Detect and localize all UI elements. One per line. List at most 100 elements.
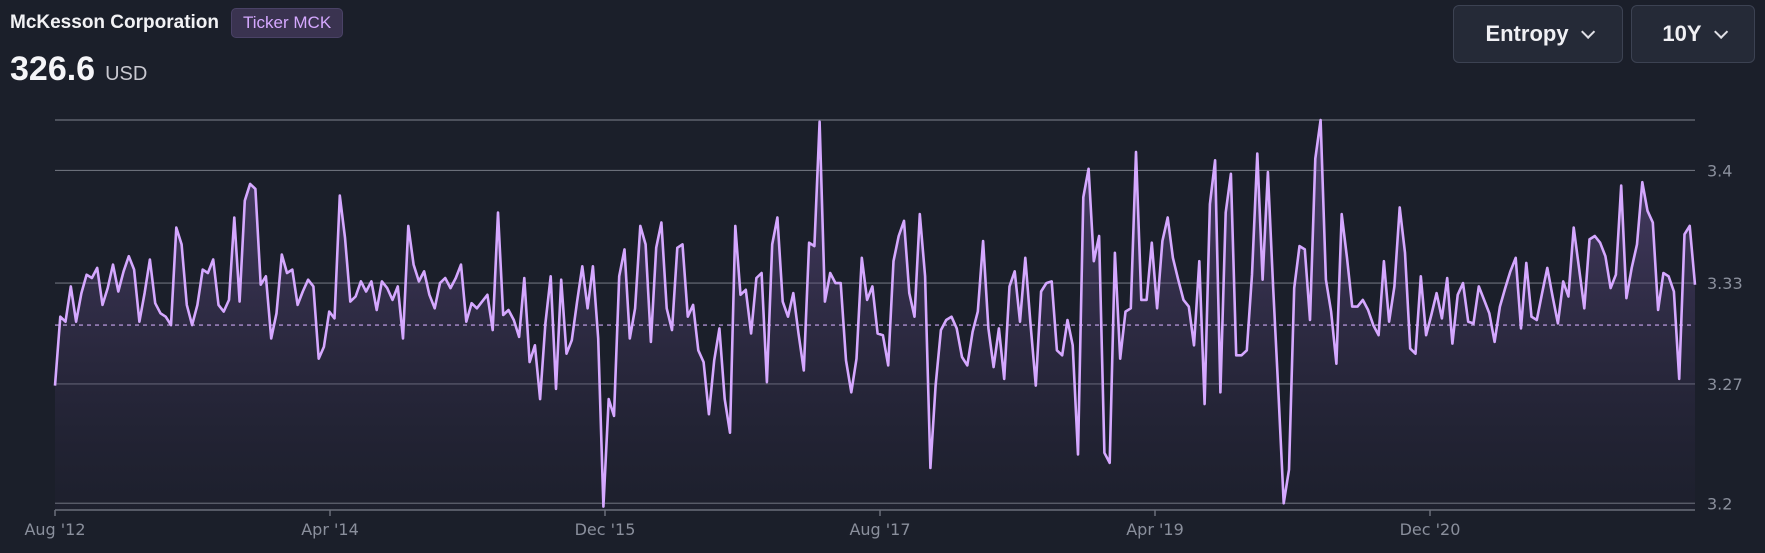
data-point (1130, 307, 1132, 309)
data-point (1694, 284, 1696, 286)
data-point (455, 277, 457, 279)
data-point (660, 222, 662, 224)
data-point (444, 277, 446, 279)
data-point (149, 259, 151, 261)
data-point (397, 285, 399, 287)
ticker-badge: Ticker MCK (231, 8, 344, 38)
data-point (835, 282, 837, 284)
data-point (1172, 257, 1174, 259)
y-tick-label: 3.2 (1707, 494, 1732, 513)
data-point (1436, 292, 1438, 294)
data-point (128, 255, 130, 257)
data-point (471, 302, 473, 304)
data-point (70, 285, 72, 287)
data-point (639, 225, 641, 227)
data-point (1051, 280, 1053, 282)
data-point (1256, 153, 1258, 155)
data-point (1367, 309, 1369, 311)
data-point (861, 257, 863, 259)
data-point (270, 338, 272, 340)
data-point (265, 275, 267, 277)
data-point (581, 265, 583, 267)
data-point (1093, 260, 1095, 262)
data-point (1204, 403, 1206, 405)
data-point (1357, 306, 1359, 308)
data-point (761, 272, 763, 274)
data-point (539, 398, 541, 400)
data-point (1362, 299, 1364, 301)
data-point (75, 321, 77, 323)
data-point (951, 316, 953, 318)
data-point (302, 291, 304, 293)
data-point (1462, 282, 1464, 284)
data-point (1383, 260, 1385, 262)
data-point (117, 291, 119, 293)
data-point (966, 364, 968, 366)
data-point (1641, 181, 1643, 183)
data-point (1573, 227, 1575, 229)
data-point (392, 299, 394, 301)
data-point (1430, 314, 1432, 316)
data-point (1599, 242, 1601, 244)
company-name: McKesson Corporation (10, 12, 220, 33)
data-point (750, 333, 752, 335)
range-dropdown[interactable]: 10Y (1631, 5, 1755, 63)
x-tick-label: Dec '20 (1400, 520, 1461, 539)
data-point (1088, 168, 1090, 170)
data-point (1657, 309, 1659, 311)
data-point (1035, 385, 1037, 387)
data-point (59, 316, 61, 318)
data-point (1625, 297, 1627, 299)
data-point (1478, 285, 1480, 287)
data-point (1552, 296, 1554, 298)
data-point (1615, 274, 1617, 276)
data-point (1420, 275, 1422, 277)
data-point (523, 277, 525, 279)
data-point (1283, 502, 1285, 504)
data-point (713, 359, 715, 361)
data-point (1061, 354, 1063, 356)
data-point (544, 322, 546, 324)
data-point (307, 279, 309, 281)
data-point (1509, 270, 1511, 272)
data-point (1183, 299, 1185, 301)
data-point (1309, 319, 1311, 321)
data-point (1441, 317, 1443, 319)
data-point (1604, 255, 1606, 257)
title-row: McKesson Corporation Ticker MCK (10, 8, 344, 38)
data-point (1488, 312, 1490, 314)
data-point (318, 358, 320, 360)
data-point (1161, 240, 1163, 242)
data-point (1241, 354, 1243, 356)
data-point (1504, 287, 1506, 289)
data-point (276, 312, 278, 314)
data-point (1277, 391, 1279, 393)
data-point (697, 349, 699, 351)
data-point (418, 280, 420, 282)
data-point (1056, 349, 1058, 351)
data-point (91, 277, 93, 279)
data-point (618, 275, 620, 277)
data-point (1499, 306, 1501, 308)
data-point (80, 292, 82, 294)
metric-dropdown[interactable]: Entropy (1453, 5, 1623, 63)
data-point (508, 309, 510, 311)
data-point (634, 307, 636, 309)
data-point (1177, 279, 1179, 281)
data-point (1351, 306, 1353, 308)
data-point (1446, 277, 1448, 279)
data-point (286, 272, 288, 274)
data-point (1040, 291, 1042, 293)
data-point (344, 237, 346, 239)
data-point (334, 317, 336, 319)
data-point (349, 301, 351, 303)
data-point (587, 307, 589, 309)
data-point (1109, 462, 1111, 464)
data-point (566, 353, 568, 355)
data-point (703, 361, 705, 363)
data-point (428, 294, 430, 296)
data-point (1335, 363, 1337, 365)
data-point (1515, 257, 1517, 259)
data-point (154, 302, 156, 304)
data-point (1673, 291, 1675, 293)
